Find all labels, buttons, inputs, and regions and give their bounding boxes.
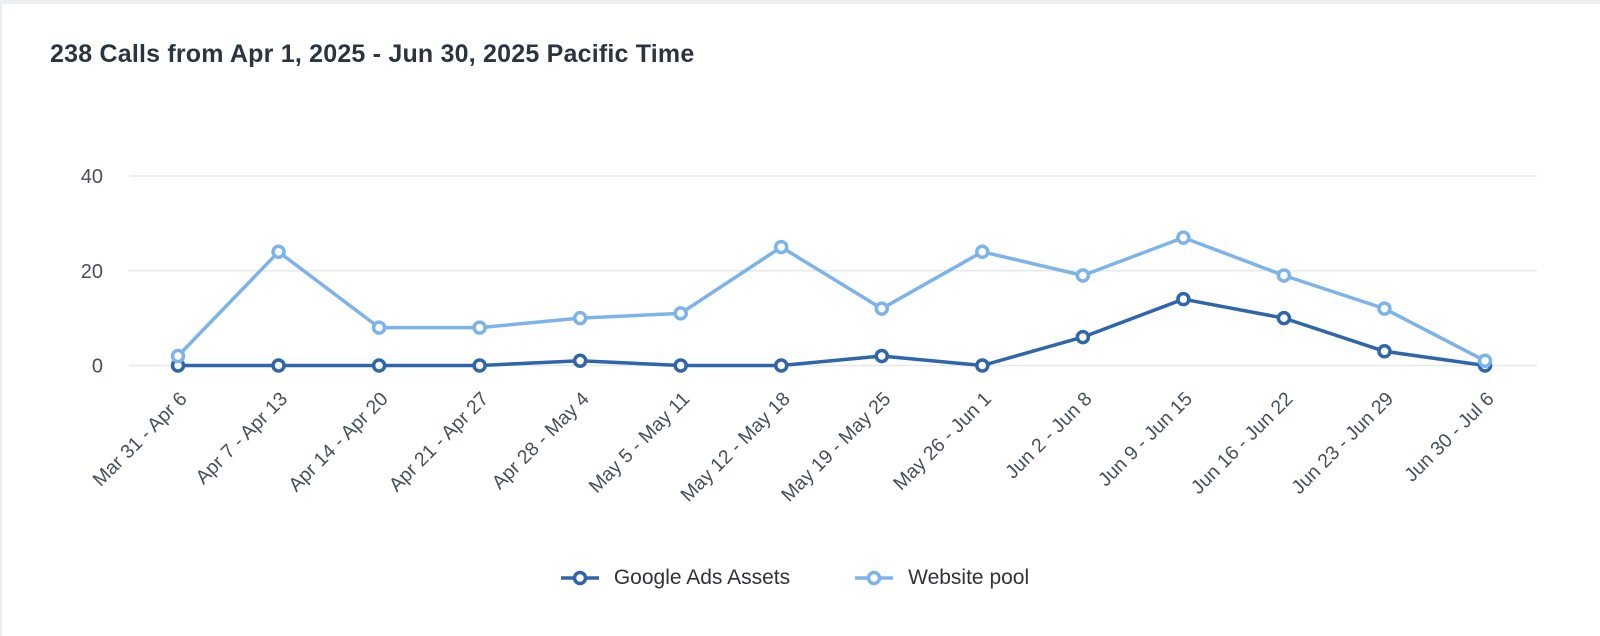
data-point-marker[interactable] xyxy=(1477,353,1493,369)
data-point-marker[interactable] xyxy=(472,320,487,335)
legend-item-google-ads-assets[interactable]: Google Ads Assets xyxy=(560,566,790,590)
x-axis-tick-label: Apr 21 - Apr 27 xyxy=(385,388,493,496)
y-axis-tick-label: 20 xyxy=(81,261,103,283)
data-point-marker[interactable] xyxy=(773,358,789,373)
data-point-marker[interactable] xyxy=(1377,344,1392,359)
data-point-marker[interactable] xyxy=(1176,291,1191,307)
data-point-marker[interactable] xyxy=(472,358,487,373)
legend-marker-google-ads-assets-icon xyxy=(560,570,599,586)
data-point-marker[interactable] xyxy=(673,306,688,321)
data-point-marker[interactable] xyxy=(170,348,186,364)
data-point-marker[interactable] xyxy=(874,348,890,364)
legend-marker-website-pool-icon xyxy=(855,570,894,586)
data-point-marker[interactable] xyxy=(1276,310,1292,326)
data-point-marker[interactable] xyxy=(1075,268,1091,283)
data-point-marker[interactable] xyxy=(572,353,588,369)
data-point-marker[interactable] xyxy=(874,301,890,316)
data-point-marker[interactable] xyxy=(1176,230,1191,245)
data-point-marker[interactable] xyxy=(271,244,286,260)
x-axis-tick-label: Apr 7 - Apr 13 xyxy=(191,388,292,489)
x-axis-tick-label: May 12 - May 18 xyxy=(677,388,795,506)
x-axis-tick-label: Jun 9 - Jun 15 xyxy=(1094,388,1197,491)
legend-item-website-pool[interactable]: Website pool xyxy=(854,566,1029,590)
y-axis-tick-label: 0 xyxy=(92,356,103,378)
x-axis-tick-label: Jun 16 - Jun 22 xyxy=(1187,388,1298,499)
x-axis-tick-label: Apr 28 - May 4 xyxy=(488,388,594,494)
x-axis-tick-label: May 19 - May 25 xyxy=(777,388,895,506)
x-axis-tick-label: May 5 - May 11 xyxy=(585,388,695,498)
data-point-marker[interactable] xyxy=(1377,301,1392,316)
x-axis-tick-label: Jun 2 - Jun 8 xyxy=(1001,388,1096,483)
chart-title: 238 Calls from Apr 1, 2025 - Jun 30, 202… xyxy=(50,40,695,68)
data-point-marker[interactable] xyxy=(1075,329,1091,345)
data-point-marker[interactable] xyxy=(975,244,990,260)
legend-label-website-pool: Website pool xyxy=(908,566,1030,589)
data-point-marker[interactable] xyxy=(1276,268,1292,283)
x-axis-tick-label: Mar 31 - Apr 6 xyxy=(89,388,192,491)
data-point-marker[interactable] xyxy=(673,358,688,373)
y-axis-tick-label: 40 xyxy=(81,166,103,188)
x-axis-tick-label: May 26 - Jun 1 xyxy=(889,388,996,495)
x-axis-tick-label: Jun 30 - Jul 6 xyxy=(1400,388,1498,486)
x-axis-tick-label: Jun 23 - Jun 29 xyxy=(1287,388,1398,499)
chart-legend: Google Ads Assets Website pool xyxy=(2,566,1587,590)
data-point-marker[interactable] xyxy=(271,358,286,373)
data-point-marker[interactable] xyxy=(371,320,387,335)
data-point-marker[interactable] xyxy=(572,310,588,326)
data-point-marker[interactable] xyxy=(371,358,387,373)
data-point-marker[interactable] xyxy=(975,358,990,373)
data-point-marker[interactable] xyxy=(773,239,789,255)
x-axis-tick-label: Apr 14 - Apr 20 xyxy=(284,388,392,496)
legend-label-google-ads-assets: Google Ads Assets xyxy=(613,566,791,589)
